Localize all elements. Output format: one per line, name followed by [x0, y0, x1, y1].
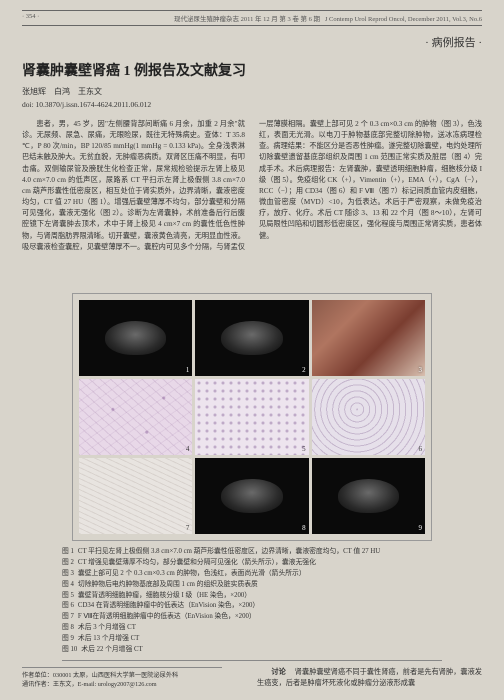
caption-key: 图 8 [62, 624, 74, 631]
panel-number: 9 [419, 524, 423, 532]
figure-panel-1: 1 [79, 300, 192, 376]
figure-panel-8: 8 [195, 458, 308, 534]
affiliation-block: 作者单位：030001 太原，山西医科大学第一医院泌尿外科 通讯作者：王东文，E… [22, 667, 222, 690]
caption-row: 图 9 术后 13 个月增强 CT [62, 634, 442, 645]
caption-text: 术后 22 个月增强 CT [81, 646, 142, 653]
article-title: 肾囊肿囊壁肾癌 1 例报告及文献复习 [22, 60, 482, 80]
panel-number: 7 [186, 524, 190, 532]
figure-captions: 图 1 CT 平扫见左肾上极假侧 3.8 cm×7.0 cm 葫芦形囊性低密度区，… [62, 547, 442, 661]
header-rule-top [22, 10, 482, 11]
caption-text: CT 增强见囊壁薄厚不均匀，部分囊壁和分隔可见强化（箭头所示），囊液无强化 [78, 559, 316, 566]
panel-number: 5 [302, 445, 306, 453]
caption-key: 图 9 [62, 635, 74, 642]
caption-key: 图 7 [62, 613, 74, 620]
caption-text: F Ⅷ在背透明细胞肿瘤中的低表达（EnVision 染色，×200） [78, 613, 256, 620]
panel-number: 4 [186, 445, 190, 453]
panel-number: 8 [302, 524, 306, 532]
panel-number: 3 [419, 366, 423, 374]
discussion-heading: 讨论 [271, 668, 285, 676]
caption-key: 图 6 [62, 602, 74, 609]
caption-key: 图 3 [62, 570, 74, 577]
caption-key: 图 10 [62, 646, 77, 653]
figure-panel-5: 5 [195, 379, 308, 455]
figure-panel-2: 2 [195, 300, 308, 376]
caption-row: 图 1 CT 平扫见左肾上极假侧 3.8 cm×7.0 cm 葫芦形囊性低密度区，… [62, 547, 442, 558]
caption-row: 图 6 CD34 在背透明细胞肿瘤中的低表达（EnVision 染色，×200） [62, 601, 442, 612]
caption-key: 图 4 [62, 581, 74, 588]
doi: doi: 10.3870/j.issn.1674-4624.2011.06.01… [22, 100, 482, 109]
journal-header: 现代泌尿生殖肿瘤杂志 2011 年 12 月 第 3 卷 第 6 期 J Con… [174, 13, 482, 23]
figure-panel-4: 4 [79, 379, 192, 455]
page-number: · 354 · [22, 13, 39, 23]
figure-grid: 1 2 3 4 5 6 7 8 9 [72, 293, 432, 541]
caption-key: 图 2 [62, 559, 74, 566]
figure-panel-9: 9 [312, 458, 425, 534]
author-list: 张旭辉 白鸿 王东文 [22, 86, 482, 97]
caption-row: 图 10 术后 22 个月增强 CT [62, 645, 442, 656]
discussion-text: 肾囊肿囊壁肾癌不同于囊性肾癌，前者是先有肾肿，囊液发生癌变，后者是肿瘤坏死液化或… [257, 668, 482, 687]
caption-text: 囊壁上部可见 2 个 0.3 cm×0.3 cm 的肿物，色浅红，表面尚光滑（箭… [78, 570, 306, 577]
caption-key: 图 1 [62, 548, 74, 555]
discussion-block: 讨论 肾囊肿囊壁肾癌不同于囊性肾癌，前者是先有肾肿，囊液发生癌变，后者是肿瘤坏死… [257, 667, 482, 690]
panel-number: 6 [419, 445, 423, 453]
section-label: · 病例报告 · [22, 34, 482, 50]
panel-number: 1 [186, 366, 190, 374]
affiliation-line: 作者单位：030001 太原，山西医科大学第一医院泌尿外科 [22, 671, 222, 680]
caption-text: CT 平扫见左肾上极假侧 3.8 cm×7.0 cm 葫芦形囊性低密度区，边界清… [78, 548, 380, 555]
body-paragraph: 患者，男，45 岁，因"左侧腰背部间断痛 6 月余，加重 2 月余"就诊。无尿频… [22, 119, 482, 281]
running-header: · 354 · 现代泌尿生殖肿瘤杂志 2011 年 12 月 第 3 卷 第 6… [22, 13, 482, 23]
caption-text: 切除肿物后电灼肿物基底部及周围 1 cm 的组织及脏实质表质 [78, 581, 258, 588]
caption-key: 图 5 [62, 592, 74, 599]
caption-text: 术后 13 个月增强 CT [78, 635, 139, 642]
figure-panel-3: 3 [312, 300, 425, 376]
panel-number: 2 [302, 366, 306, 374]
caption-row: 图 8 术后 3 个月增强 CT [62, 623, 442, 634]
figure-panel-6: 6 [312, 379, 425, 455]
caption-row: 图 4 切除肿物后电灼肿物基底部及周围 1 cm 的组织及脏实质表质 [62, 580, 442, 591]
header-rule-bottom [22, 25, 482, 26]
caption-text: 囊壁背透明细胞肿瘤，细胞核分级 I 级（HE 染色，×200） [78, 592, 251, 599]
caption-row: 图 7 F Ⅷ在背透明细胞肿瘤中的低表达（EnVision 染色，×200） [62, 612, 442, 623]
footer-row: 作者单位：030001 太原，山西医科大学第一医院泌尿外科 通讯作者：王东文，E… [22, 667, 482, 690]
caption-row: 图 2 CT 增强见囊壁薄厚不均匀，部分囊壁和分隔可见强化（箭头所示），囊液无强化 [62, 558, 442, 569]
caption-row: 图 5 囊壁背透明细胞肿瘤，细胞核分级 I 级（HE 染色，×200） [62, 591, 442, 602]
caption-text: CD34 在背透明细胞肿瘤中的低表达（EnVision 染色，×200） [78, 602, 259, 609]
caption-row: 图 3 囊壁上部可见 2 个 0.3 cm×0.3 cm 的肿物，色浅红，表面尚光… [62, 569, 442, 580]
corresponding-author: 通讯作者：王东文，E-mail: urology2007@126.com [22, 680, 222, 689]
caption-text: 术后 3 个月增强 CT [78, 624, 136, 631]
figure-panel-7: 7 [79, 458, 192, 534]
